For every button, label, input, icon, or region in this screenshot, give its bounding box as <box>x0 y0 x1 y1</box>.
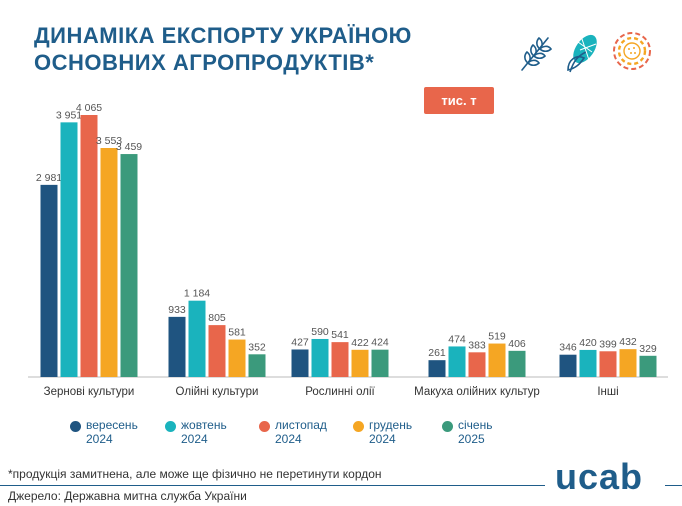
legend-swatch-1 <box>70 421 81 432</box>
legend-item-5: січень 2025 <box>442 418 552 450</box>
bar <box>100 147 118 377</box>
legend-label-5: січень 2025 <box>458 418 493 446</box>
bar <box>448 346 466 377</box>
bar-value-label: 2 981 <box>36 172 62 184</box>
bar-value-label: 261 <box>428 347 446 359</box>
bar-value-label: 424 <box>371 337 389 349</box>
bar <box>228 339 246 377</box>
footnote: *продукція замитнена, але може ще фізичн… <box>8 467 382 481</box>
legend-item-3: листопад 2024 <box>259 418 369 450</box>
bar-value-label: 329 <box>639 343 657 355</box>
bar-value-label: 346 <box>559 342 577 354</box>
legend-label-2: жовтень 2024 <box>181 418 227 446</box>
bar-value-label: 3 459 <box>116 141 142 153</box>
bar <box>60 122 78 378</box>
bar-value-label: 541 <box>331 329 349 341</box>
bar <box>559 354 577 377</box>
source-note: Джерело: Державна митна служба України <box>8 489 247 503</box>
bar <box>468 352 486 377</box>
legend-swatch-4 <box>353 421 364 432</box>
bar-value-label: 406 <box>508 338 526 350</box>
legend-swatch-5 <box>442 421 453 432</box>
bar <box>351 349 369 377</box>
bar <box>371 349 389 377</box>
bar <box>248 354 266 377</box>
bar-value-label: 1 184 <box>184 288 210 300</box>
bar <box>428 360 446 377</box>
bar <box>208 325 226 377</box>
bar-value-label: 3 553 <box>96 135 122 147</box>
category-label: Інші <box>597 386 618 398</box>
logo-text: ucab <box>555 456 644 497</box>
legend-item-1: вересень 2024 <box>70 418 180 450</box>
category-label: Зернові культури <box>44 386 135 398</box>
legend-label-4: грудень 2024 <box>369 418 413 446</box>
legend-label-3: листопад 2024 <box>275 418 327 446</box>
crop-icons <box>521 32 651 73</box>
ucab-logo: ucab <box>545 456 665 498</box>
bar <box>120 154 138 377</box>
bar-value-label: 352 <box>248 341 266 353</box>
bar-value-label: 4 065 <box>76 102 102 114</box>
bar-value-label: 474 <box>448 333 466 345</box>
bar-value-label: 933 <box>168 304 186 316</box>
bar <box>619 349 637 377</box>
footer-divider <box>0 485 682 486</box>
bar <box>291 349 309 377</box>
legend-swatch-2 <box>165 421 176 432</box>
bar <box>40 184 58 377</box>
bar-value-label: 420 <box>579 337 597 349</box>
legend-label-1: вересень 2024 <box>86 418 138 446</box>
category-label: Макуха олійних культур <box>414 386 540 398</box>
category-label: Олійні культури <box>176 386 259 398</box>
bar <box>80 115 98 377</box>
bar <box>311 338 329 377</box>
legend: вересень 2024 жовтень 2024 листопад 2024… <box>70 418 630 450</box>
category-label: Рослинні олії <box>305 386 375 398</box>
legend-item-4: грудень 2024 <box>353 418 463 450</box>
chart-title: ДИНАМІКА ЕКСПОРТУ УКРАЇНОЮ ОСНОВНИХ АГРО… <box>34 23 412 75</box>
bar-value-label: 427 <box>291 336 309 348</box>
bar <box>579 349 597 377</box>
bar-value-label: 590 <box>311 326 329 338</box>
legend-swatch-3 <box>259 421 270 432</box>
bar-value-label: 422 <box>351 337 369 349</box>
bar <box>639 355 657 377</box>
bar-value-label: 581 <box>228 327 246 339</box>
bar-value-label: 805 <box>208 312 226 324</box>
bar-value-label: 519 <box>488 331 506 343</box>
bar-value-label: 383 <box>468 339 486 351</box>
bar <box>508 350 526 377</box>
corn-icon <box>567 34 597 73</box>
bar <box>599 351 617 377</box>
bar-value-label: 399 <box>599 338 617 350</box>
bar <box>168 316 186 377</box>
bar <box>488 343 506 377</box>
bar <box>188 300 206 377</box>
legend-item-2: жовтень 2024 <box>165 418 275 450</box>
bar-value-label: 432 <box>619 336 637 348</box>
bar-value-label: 3 951 <box>56 109 82 121</box>
unit-badge: тис. т <box>424 87 494 114</box>
sunflower-icon <box>613 32 651 70</box>
wheat-icon <box>521 36 553 71</box>
bar <box>331 342 349 377</box>
